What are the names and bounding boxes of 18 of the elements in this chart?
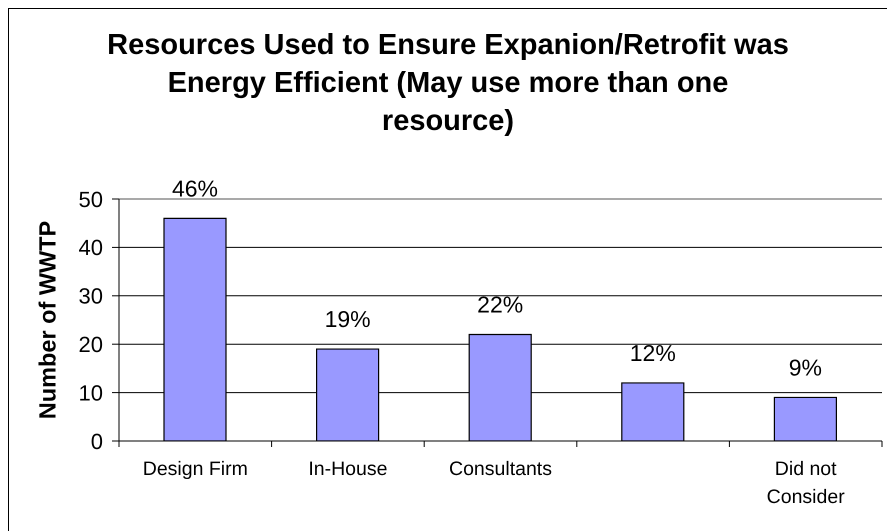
data-label: 46%	[172, 175, 218, 202]
x-tick-label: Consultants	[448, 457, 553, 482]
data-label: 22%	[477, 292, 524, 318]
y-tick-label: 50	[78, 186, 103, 212]
data-label: 19%	[324, 306, 371, 332]
x-tick-label: Design Firm	[142, 457, 249, 482]
data-label: 12%	[630, 340, 676, 366]
y-axis-title: Number of WWTP	[34, 220, 60, 420]
y-tick-label: 0	[90, 428, 103, 454]
bar	[774, 396, 837, 441]
y-tick-label: 10	[78, 380, 103, 406]
y-tick-label: 20	[78, 332, 103, 358]
x-tick-label: Did not Consider	[766, 457, 846, 510]
x-tick-label: In-House	[307, 457, 388, 482]
data-label: 9%	[788, 354, 822, 380]
y-tick-label: 40	[78, 235, 103, 260]
chart-title: Resources Used to Ensure Expanion/Retrofit was Energy Efficient (May use more than one resource)	[106, 28, 790, 139]
y-tick-label: 30	[78, 284, 103, 309]
